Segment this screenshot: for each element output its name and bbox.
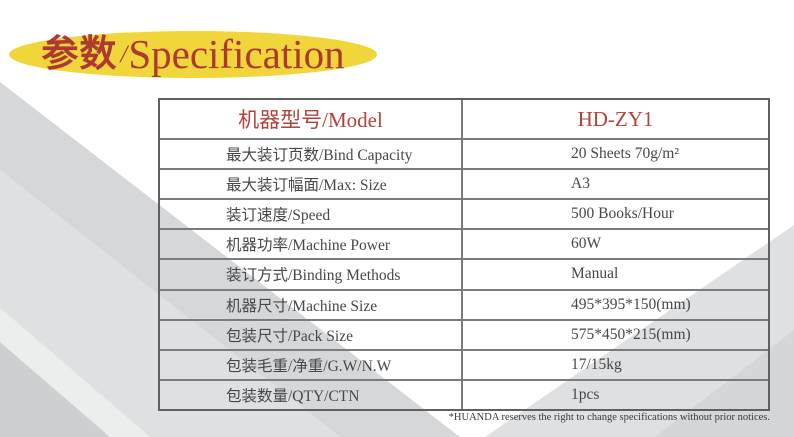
disclaimer-note: *HUANDA reserves the right to change spe… [448,412,770,423]
row-value: 17/15kg [571,355,622,373]
row-label: 包装毛重/净重/G.W/N.W [160,350,463,379]
row-label: 装订速度/Speed [160,200,463,229]
table-row: 装订速度/Speed 500 Books/Hour [160,198,768,229]
specification-table: 机器型号/Model HD-ZY1 最大装订页数/Bind Capacity 2… [158,98,770,411]
bg-stripe-left-4 [0,342,110,437]
row-value: 495*395*150(mm) [571,295,691,313]
row-value: 1pcs [571,385,600,403]
row-value: 60W [571,235,602,253]
table-row: 包装数量/QTY/CTN 1pcs [160,378,768,409]
row-value: Manual [571,265,619,283]
row-value: 575*450*215(mm) [571,325,691,343]
table-row: 装订方式/Binding Methods Manual [160,258,768,289]
table-row: 最大装订幅面/Max: Size A3 [160,168,768,199]
table-row: 机器功率/Machine Power 60W [160,228,768,259]
model-header-label: 机器型号/Model [160,100,463,138]
title-chinese: 参数 [41,34,118,75]
row-label: 装订方式/Binding Methods [160,260,463,289]
row-label: 包装尺寸/Pack Size [160,320,463,349]
title-slash: / [120,41,128,68]
row-label: 机器功率/Machine Power [160,230,463,259]
page-title: 参数 / Specification [9,31,377,78]
row-label: 机器尺寸/Machine Size [160,290,463,319]
row-label: 最大装订幅面/Max: Size [160,170,463,199]
table-header-row: 机器型号/Model HD-ZY1 [160,100,768,138]
row-label: 包装数量/QTY/CTN [160,380,463,409]
table-row: 机器尺寸/Machine Size 495*395*150(mm) [160,288,768,319]
table-row: 包装尺寸/Pack Size 575*450*215(mm) [160,318,768,349]
row-value: A3 [571,175,590,193]
row-value: 500 Books/Hour [571,205,674,223]
row-label: 最大装订页数/Bind Capacity [160,140,463,169]
title-english: Specification [128,31,345,77]
table-row: 包装毛重/净重/G.W/N.W 17/15kg [160,348,768,379]
model-header-value: HD-ZY1 [577,106,654,131]
row-value: 20 Sheets 70g/m² [571,145,679,163]
bg-stripe-left-2 [0,170,340,437]
bg-triangle-right-1 [485,225,794,437]
table-row: 最大装订页数/Bind Capacity 20 Sheets 70g/m² [160,138,768,169]
bg-stripe-left-3 [0,308,150,437]
